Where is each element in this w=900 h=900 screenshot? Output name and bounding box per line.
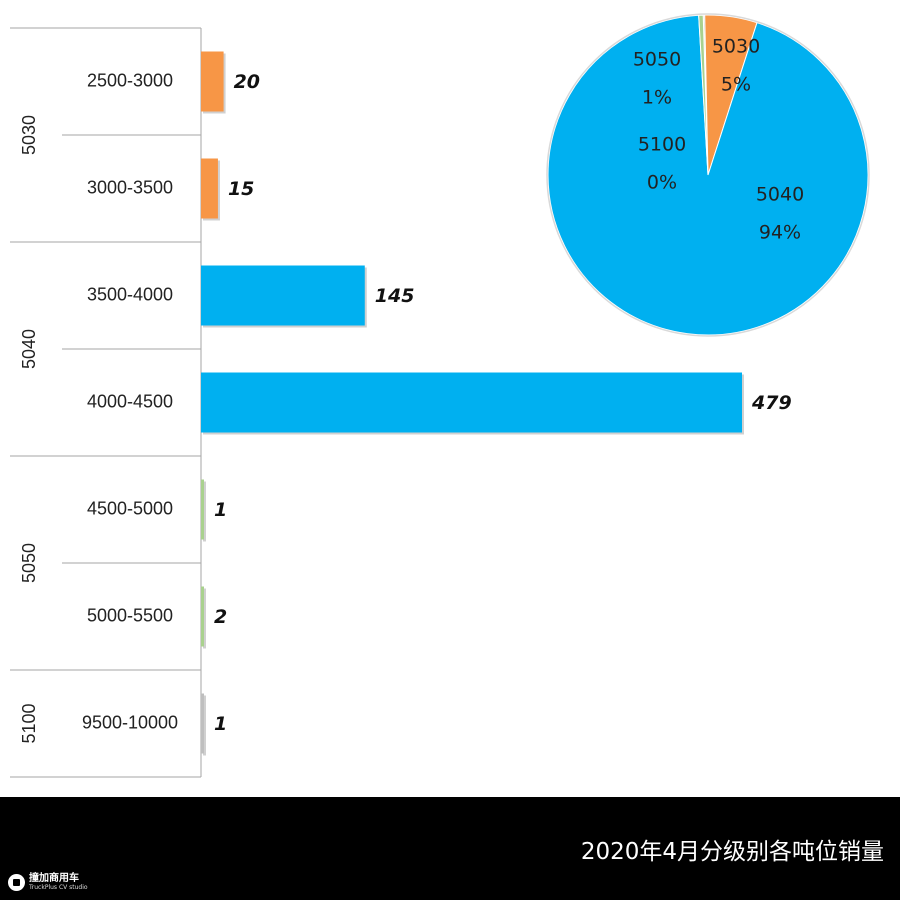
category-tick-label: 3000-3500 — [87, 177, 173, 197]
category-tick-label: 4000-4500 — [87, 391, 173, 411]
chart-svg: 5030 2500-3000 20 3000-3500 15 5040 3500-4000 1… — [10, 13, 870, 778]
bar — [201, 693, 204, 754]
footer-bar: 2020年4月分级别各吨位销量 — [0, 797, 900, 900]
bar-data-label: 1 — [214, 713, 227, 735]
bar-shadow — [203, 695, 206, 756]
chart-title: 2020年4月分级别各吨位销量 — [580, 839, 884, 865]
pie-outline — [546, 13, 870, 337]
bar — [201, 158, 218, 219]
category-tick-label: 5000-5500 — [87, 605, 173, 625]
category-tick-label: 9500-10000 — [82, 712, 178, 732]
bar — [201, 372, 742, 433]
bar — [201, 479, 204, 540]
bar-data-label: 20 — [234, 71, 260, 93]
brand-logo: 撞加商用车 TruckPlus CV studio — [8, 874, 88, 891]
pie-slice-5050 — [698, 14, 709, 176]
pie-label-percent: 94% — [759, 222, 801, 244]
bar-data-label: 479 — [751, 392, 792, 414]
bar — [201, 265, 365, 326]
category-tick-label: 2500-3000 — [87, 70, 173, 90]
pie-label-percent: 0% — [647, 172, 677, 194]
chart-area: 5030 2500-3000 20 3000-3500 15 5040 3500-4000 1… — [10, 13, 870, 778]
pie-label-name: 5040 — [756, 184, 804, 206]
pie-slice-5040 — [547, 14, 869, 336]
bar-data-label: 15 — [228, 178, 254, 200]
brand-name-en: TruckPlus CV studio — [29, 884, 88, 891]
bar-shadow — [203, 481, 206, 542]
group-label: 5040 — [19, 329, 39, 369]
group-label: 5030 — [19, 115, 39, 155]
bar — [201, 51, 224, 112]
group-label: 5100 — [19, 703, 39, 743]
bar-shadow — [203, 588, 206, 649]
category-tick-label: 3500-4000 — [87, 284, 173, 304]
category-tick-label: 4500-5000 — [87, 498, 173, 518]
pie-label-name: 5050 — [633, 49, 681, 71]
brand-name-cn: 撞加商用车 — [29, 873, 79, 884]
brand-text: 撞加商用车 TruckPlus CV studio — [29, 874, 88, 891]
pie-label-name: 5030 — [712, 36, 760, 58]
pie-label-name: 5100 — [638, 134, 686, 156]
bar — [201, 586, 204, 647]
bar-data-label: 145 — [375, 285, 415, 307]
pie-label-percent: 1% — [642, 87, 672, 109]
pie-label-percent: 5% — [721, 74, 751, 96]
group-label: 5050 — [19, 543, 39, 583]
bar-data-label: 1 — [214, 499, 227, 521]
brand-mark-icon — [8, 874, 25, 891]
bar-data-label: 2 — [214, 606, 227, 628]
